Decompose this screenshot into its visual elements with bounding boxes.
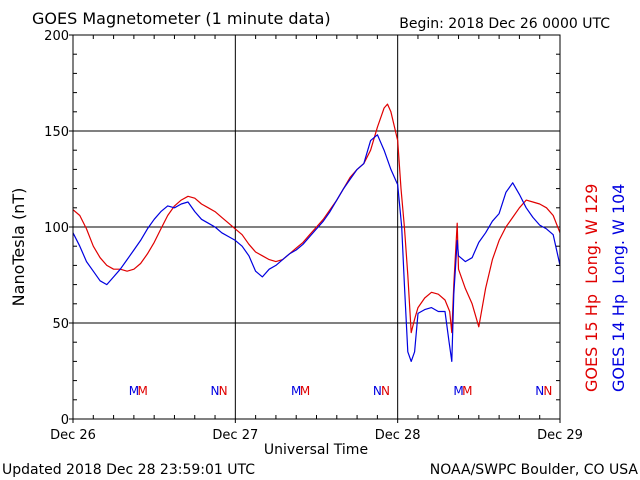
marker-M: M [137,384,147,398]
x-tick-label: Dec 27 [212,428,258,443]
updated-timestamp: Updated 2018 Dec 28 23:59:01 UTC [2,462,255,478]
series-lines [72,103,561,362]
x-tick-label: Dec 29 [537,428,583,443]
y-tick-label: 0 [61,413,69,428]
series-line-1 [72,134,561,362]
y-axis-label: NanoTesla (nT) [9,188,28,307]
marker-N: N [535,384,544,398]
x-tick-label: Dec 26 [50,428,96,443]
y-tick-label: 200 [44,29,69,44]
y-tick-label: 50 [52,317,69,332]
x-axis-label: Universal Time [264,442,368,458]
marker-N: N [373,384,382,398]
marker-M: M [453,384,463,398]
credit-label: NOAA/SWPC Boulder, CO USA [430,462,639,478]
noon-midnight-markers: MM N N MM N N MM N N [129,384,553,398]
y-tick-label: 150 [44,125,69,140]
chart-title: GOES Magnetometer (1 minute data) [32,9,331,28]
marker-M: M [462,384,472,398]
begin-time: Begin: 2018 Dec 26 0000 UTC [399,16,610,32]
marker-N: N [543,384,552,398]
marker-N: N [381,384,390,398]
axes: 0 50 100 150 200 Dec 26 Dec 27 Dec 28 Dec 29 [44,29,583,443]
grid [73,35,560,419]
y-tick-label: 100 [44,221,69,236]
marker-M: M [300,384,310,398]
marker-M: M [291,384,301,398]
x-tick-label: Dec 28 [375,428,421,443]
legend-goes14: GOES 14 Hp Long. W 104 [609,184,628,392]
marker-M: M [129,384,139,398]
marker-N: N [219,384,228,398]
marker-N: N [211,384,220,398]
legend-goes15: GOES 15 Hp Long. W 129 [582,184,601,392]
